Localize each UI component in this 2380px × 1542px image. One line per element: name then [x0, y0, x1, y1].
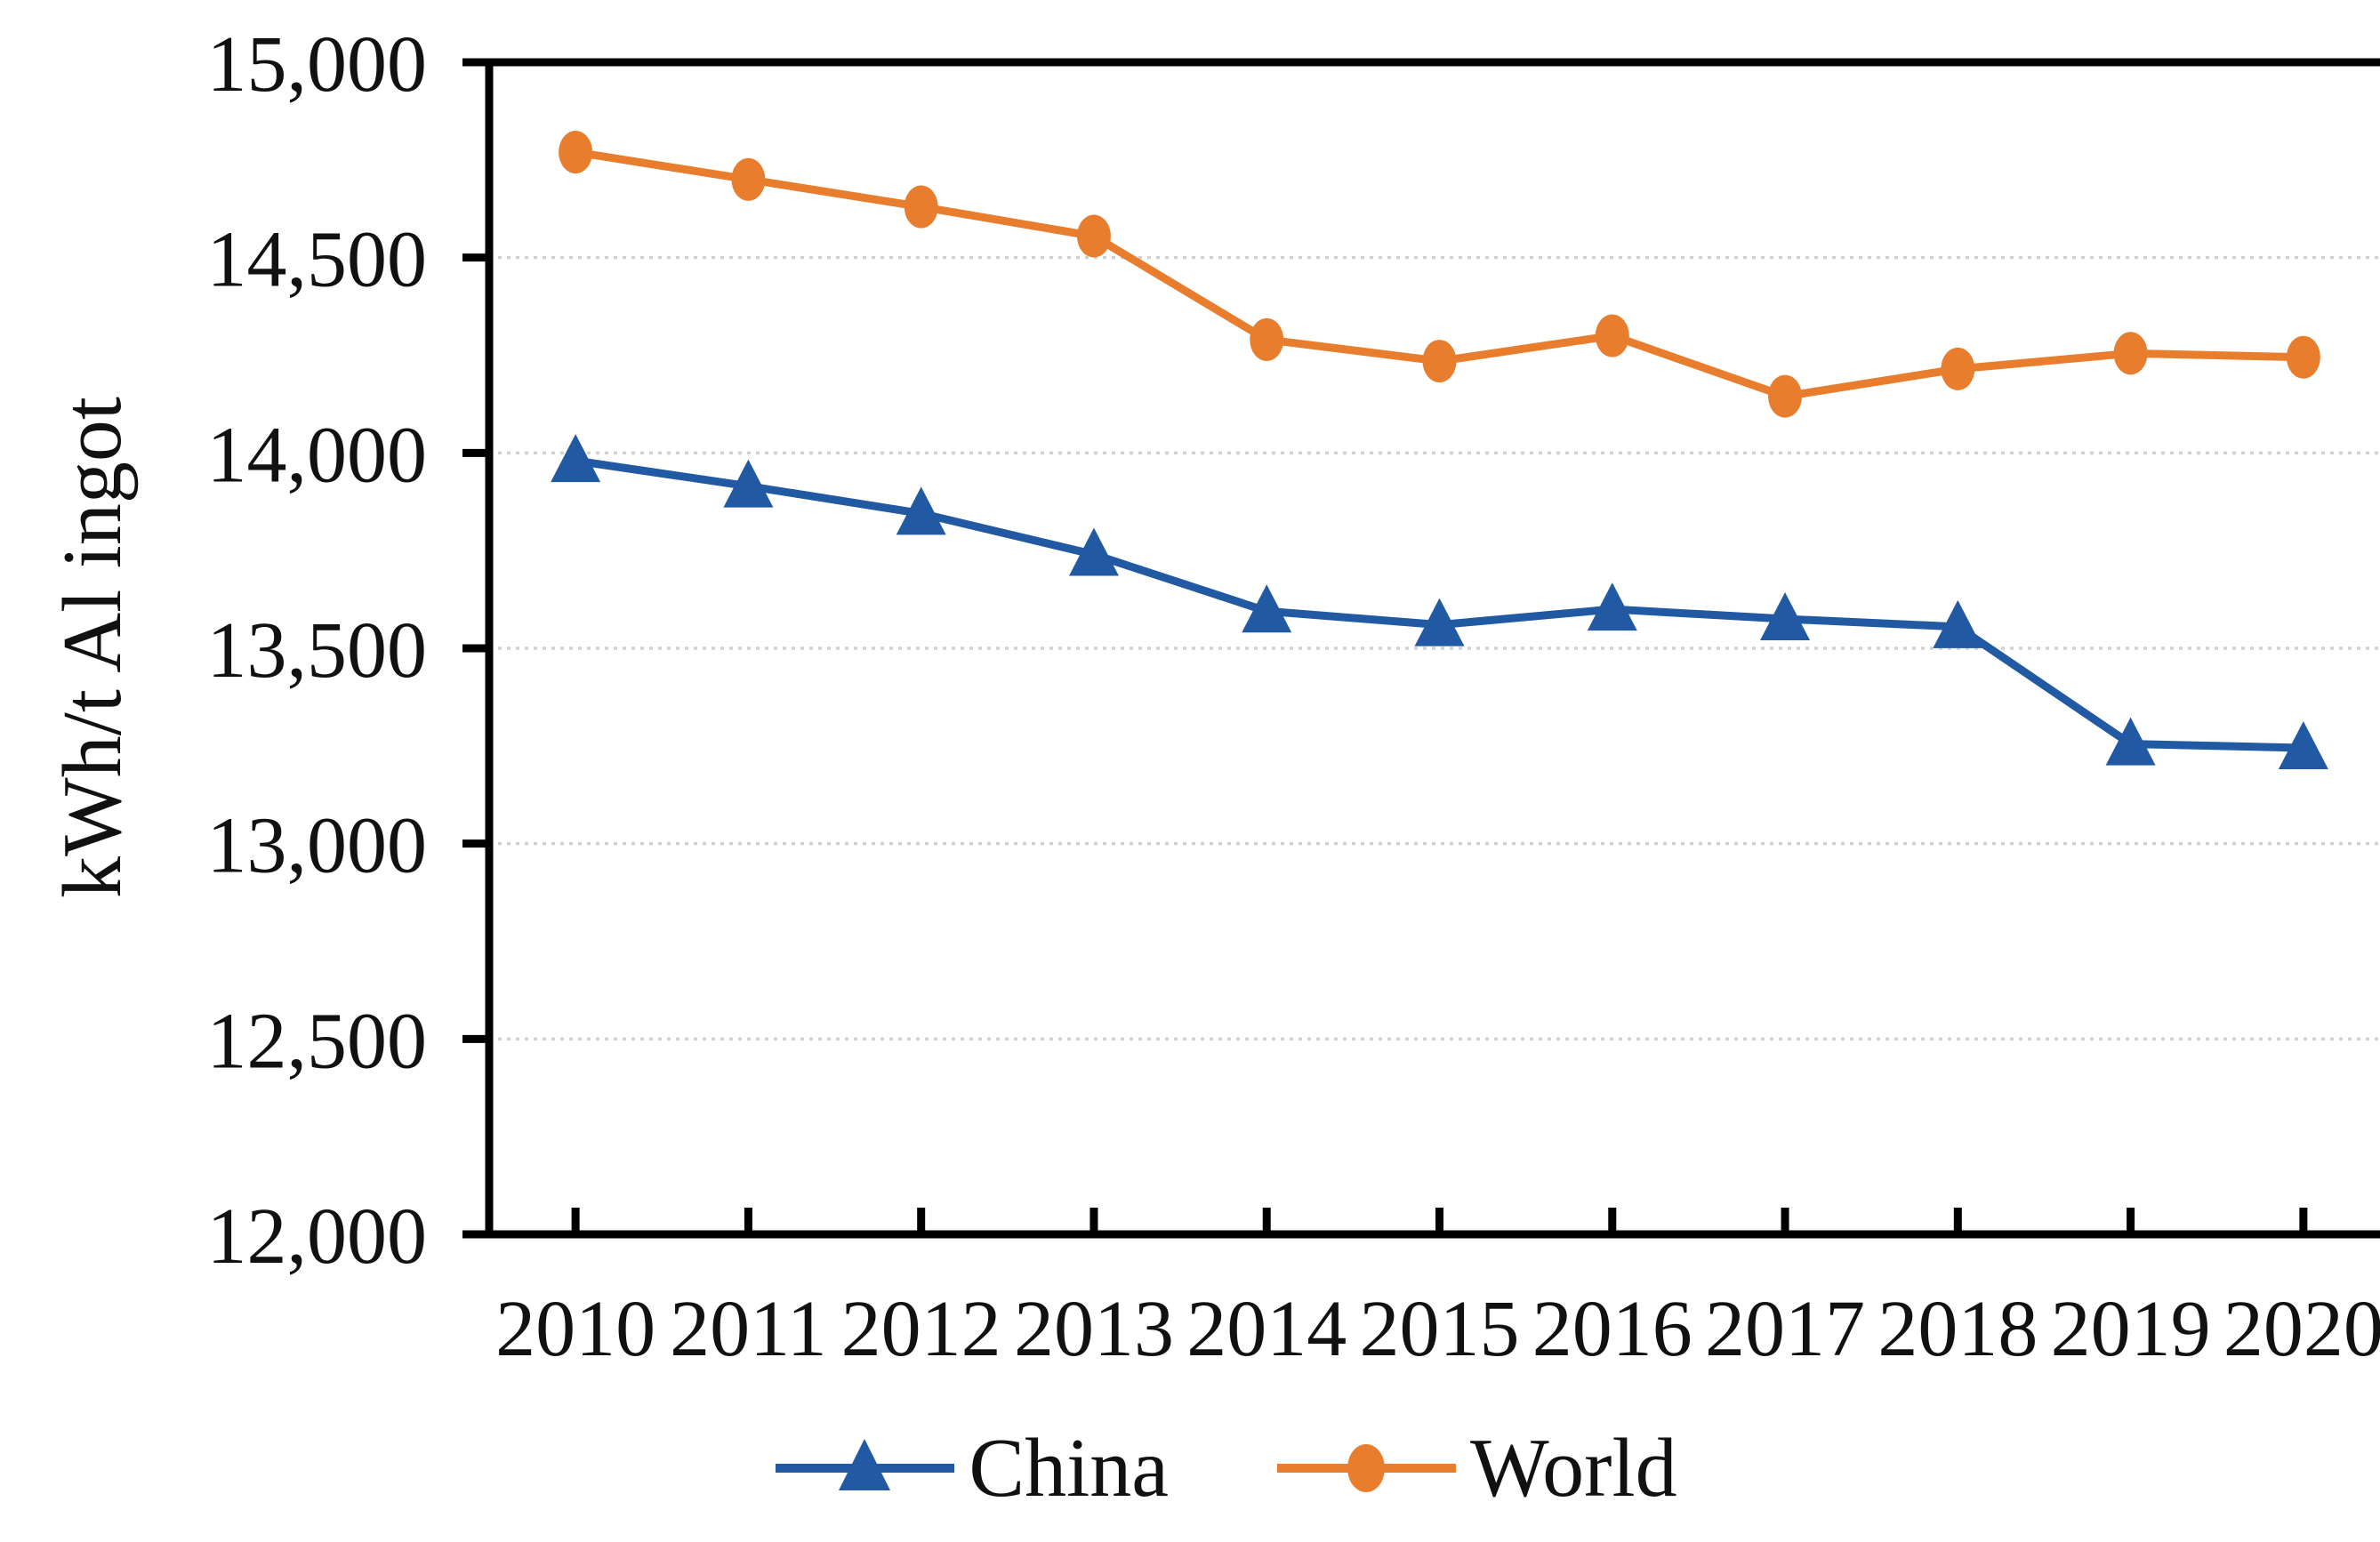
world-marker-2010 [559, 131, 593, 174]
legend: China World [36, 1401, 2380, 1535]
line-chart-figure: kWh/t Al ingot 12,000 12,500 13,000 13,500 1… [36, 14, 2380, 1542]
x-tick-label: 2014 [1186, 1285, 1347, 1373]
china-marker-2013 [1068, 527, 1119, 576]
world-marker-2011 [731, 157, 766, 201]
y-tick-label: 14,500 [207, 216, 428, 304]
y-tick-label: 12,000 [207, 1193, 428, 1281]
china-marker-2018 [1933, 599, 1983, 648]
y-tick-label: 14,000 [207, 411, 428, 499]
y-tick-label: 13,500 [207, 606, 428, 695]
legend-label-world: World [1469, 1422, 1677, 1514]
china-marker-2020 [2278, 721, 2328, 770]
china-marker-2010 [551, 434, 601, 483]
y-tick-label: 12,500 [207, 997, 428, 1085]
world-marker-2016 [1595, 314, 1629, 357]
y-tick-label: 13,000 [207, 802, 428, 890]
china-marker-2015 [1414, 598, 1465, 647]
china-marker-2012 [896, 486, 946, 535]
world-marker-2012 [904, 185, 938, 229]
world-marker-2020 [2286, 335, 2320, 379]
x-tick-label: 2010 [495, 1285, 655, 1373]
china-marker-2019 [2105, 717, 2156, 766]
legend-item-world: World [1275, 1419, 1677, 1517]
y-tick-label: 15,000 [207, 20, 428, 108]
china-marker-2011 [723, 459, 774, 508]
world-circle-legend-icon [1276, 1444, 1456, 1492]
x-tick-label: 2012 [841, 1285, 1001, 1373]
x-tick-label: 2011 [670, 1285, 827, 1373]
world-marker-2017 [1768, 374, 1803, 418]
world-marker-2014 [1250, 317, 1284, 361]
x-tick-label: 2019 [2051, 1285, 2211, 1373]
legend-item-china: China [774, 1419, 1169, 1517]
world-marker-2019 [2113, 332, 2148, 375]
x-tick-label: 2020 [2223, 1285, 2380, 1373]
china-triangle-legend-icon [776, 1439, 955, 1490]
x-tick-label: 2018 [1877, 1285, 2038, 1373]
x-tick-label: 2016 [1532, 1285, 1693, 1373]
china-marker-2016 [1587, 582, 1637, 631]
plot-area: 12,000 12,500 13,000 13,500 14,000 14,500 15,0… [207, 20, 2380, 1373]
china-marker-2014 [1242, 584, 1292, 633]
x-tick-label: 2015 [1360, 1285, 1520, 1373]
china-marker-2017 [1760, 592, 1811, 641]
world-marker-2013 [1076, 214, 1111, 258]
x-tick-label: 2017 [1705, 1285, 1865, 1373]
world-marker-2018 [1941, 347, 1975, 390]
x-tick-label: 2013 [1014, 1285, 1174, 1373]
world-marker-2015 [1422, 340, 1457, 383]
legend-label-china: China [969, 1422, 1169, 1514]
